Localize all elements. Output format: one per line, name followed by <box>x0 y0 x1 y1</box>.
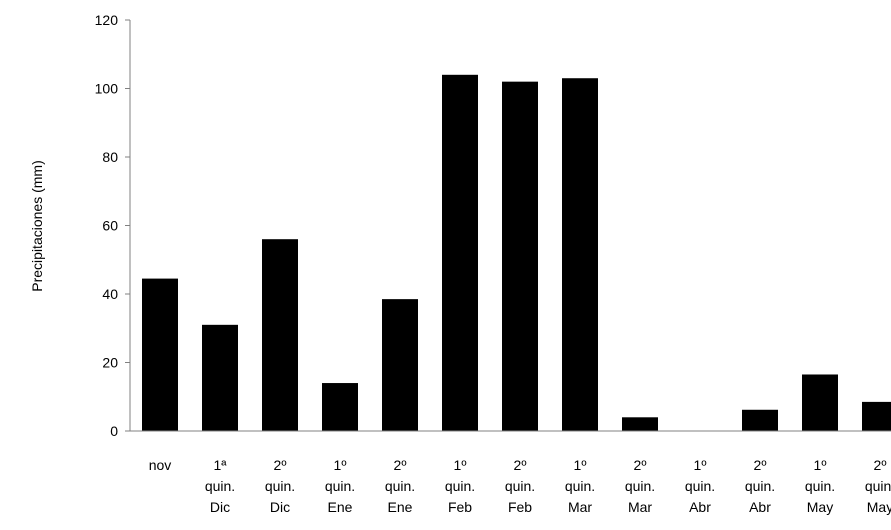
x-tick-label: 1º quin. May <box>805 457 835 515</box>
bar <box>862 401 891 431</box>
bar <box>322 383 358 431</box>
x-tick-label: 2º quin. Mar <box>625 457 655 515</box>
y-tick-label: 60 <box>102 218 118 234</box>
x-tick-label: 1º quin. Ene <box>325 457 355 515</box>
y-tick-label: 0 <box>110 423 118 439</box>
y-tick-label: 100 <box>95 81 119 97</box>
y-axis-title: Precipitaciones (mm) <box>29 160 45 291</box>
bar <box>442 74 478 432</box>
y-tick-label: 40 <box>102 286 118 302</box>
y-tick-label: 20 <box>102 355 118 371</box>
y-tick-label: 80 <box>102 149 118 165</box>
x-tick-label: 2º quin. Dic <box>265 457 295 515</box>
bar <box>742 409 778 431</box>
x-tick-label: nov <box>149 457 172 473</box>
x-tick-label: 1ª quin. Dic <box>205 457 235 515</box>
bar <box>382 299 418 431</box>
x-tick-label: 1º quin. Abr <box>685 457 715 515</box>
x-tick-label: 1º quin. Mar <box>565 457 595 515</box>
bar <box>562 78 598 431</box>
bar <box>262 239 298 431</box>
x-tick-label: 2º quin. Feb <box>505 457 535 515</box>
bar <box>622 417 658 431</box>
x-tick-label: 2º quin. Abr <box>745 457 775 515</box>
bar <box>802 374 838 431</box>
y-tick-label: 120 <box>95 12 119 28</box>
bar <box>202 324 238 431</box>
bar <box>502 81 538 432</box>
bar <box>142 278 178 431</box>
x-tick-label: 2º quin. Ene <box>385 457 415 515</box>
x-tick-label: 1º quin. Feb <box>445 457 475 515</box>
